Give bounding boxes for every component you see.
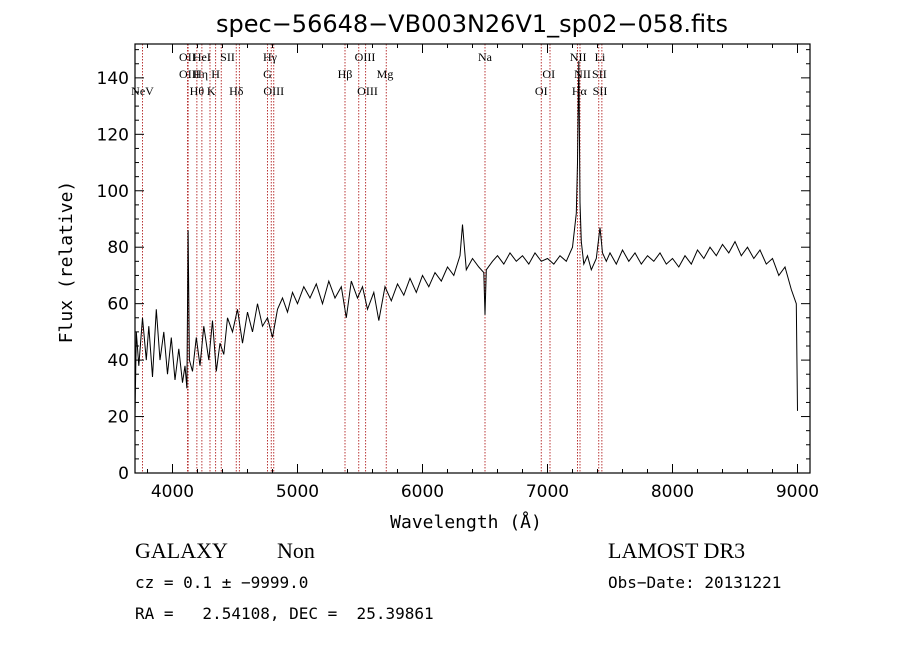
- line-label: NeV: [131, 84, 154, 98]
- y-tick-label: 120: [97, 125, 129, 145]
- line-label: OIII: [263, 84, 284, 98]
- y-tick-label: 100: [97, 182, 129, 202]
- x-tick-label: 5000: [276, 482, 319, 502]
- coordinates: RA = 2.54108, DEC = 25.39861: [135, 604, 434, 623]
- spectrum-line: [134, 60, 798, 417]
- line-label: SII: [220, 50, 235, 64]
- line-label: Hδ: [229, 84, 244, 98]
- line-label: OII: [179, 50, 196, 64]
- line-label: SII: [593, 84, 608, 98]
- observation-date: Obs−Date: 20131221: [608, 573, 782, 592]
- object-class: GALAXY: [135, 538, 228, 563]
- line-label: Hα: [572, 84, 588, 98]
- line-label: H: [211, 67, 220, 81]
- line-label: OIII: [179, 67, 200, 81]
- x-tick-label: 7000: [526, 482, 569, 502]
- line-label: Hβ: [338, 67, 353, 81]
- y-tick-label: 0: [118, 464, 129, 484]
- line-label: K: [207, 84, 216, 98]
- x-tick-label: 8000: [651, 482, 694, 502]
- line-label: OI: [535, 84, 548, 98]
- y-axis-ticks: 0 20 40 60 80 100 120 140: [97, 49, 810, 484]
- line-label: Na: [478, 50, 493, 64]
- line-label: SII: [592, 67, 607, 81]
- y-tick-label: 40: [107, 351, 129, 371]
- redshift-value: cz = 0.1 ± −9999.0: [135, 573, 309, 592]
- survey-name: LAMOST DR3: [608, 538, 746, 563]
- chart-title: spec−56648−VB003N26V1_sp02−058.fits: [216, 10, 728, 38]
- x-axis-ticks: 4000 5000 6000 7000 8000 9000: [147, 44, 819, 502]
- y-tick-label: 20: [107, 408, 129, 428]
- x-tick-label: 4000: [151, 482, 194, 502]
- line-label: Hη: [193, 67, 208, 81]
- subclass: Non: [277, 538, 315, 563]
- y-tick-label: 80: [107, 238, 129, 258]
- line-labels: NeVOIIOIIIHθHeIHηKHSIIHδHγGOIIIOIIIHβOII…: [131, 50, 607, 98]
- line-label: Hγ: [263, 50, 278, 64]
- line-label: OI: [542, 67, 555, 81]
- line-label: G: [263, 67, 272, 81]
- line-label: HeI: [193, 50, 211, 64]
- line-label: OIII: [357, 84, 378, 98]
- line-markers: [142, 44, 603, 473]
- x-axis-label: Wavelength (Å): [390, 511, 542, 533]
- y-tick-label: 60: [107, 295, 129, 315]
- line-label: OIII: [355, 50, 376, 64]
- line-label: NII: [574, 67, 591, 81]
- line-label: Li: [595, 50, 606, 64]
- x-tick-label: 6000: [401, 482, 444, 502]
- line-label: Hθ: [190, 84, 205, 98]
- line-label: Mg: [377, 67, 394, 81]
- y-axis-label: Flux (relative): [56, 181, 77, 344]
- x-tick-label: 9000: [776, 482, 819, 502]
- line-label: NII: [570, 50, 587, 64]
- spectrum-series: [134, 60, 798, 417]
- y-tick-label: 140: [97, 69, 129, 89]
